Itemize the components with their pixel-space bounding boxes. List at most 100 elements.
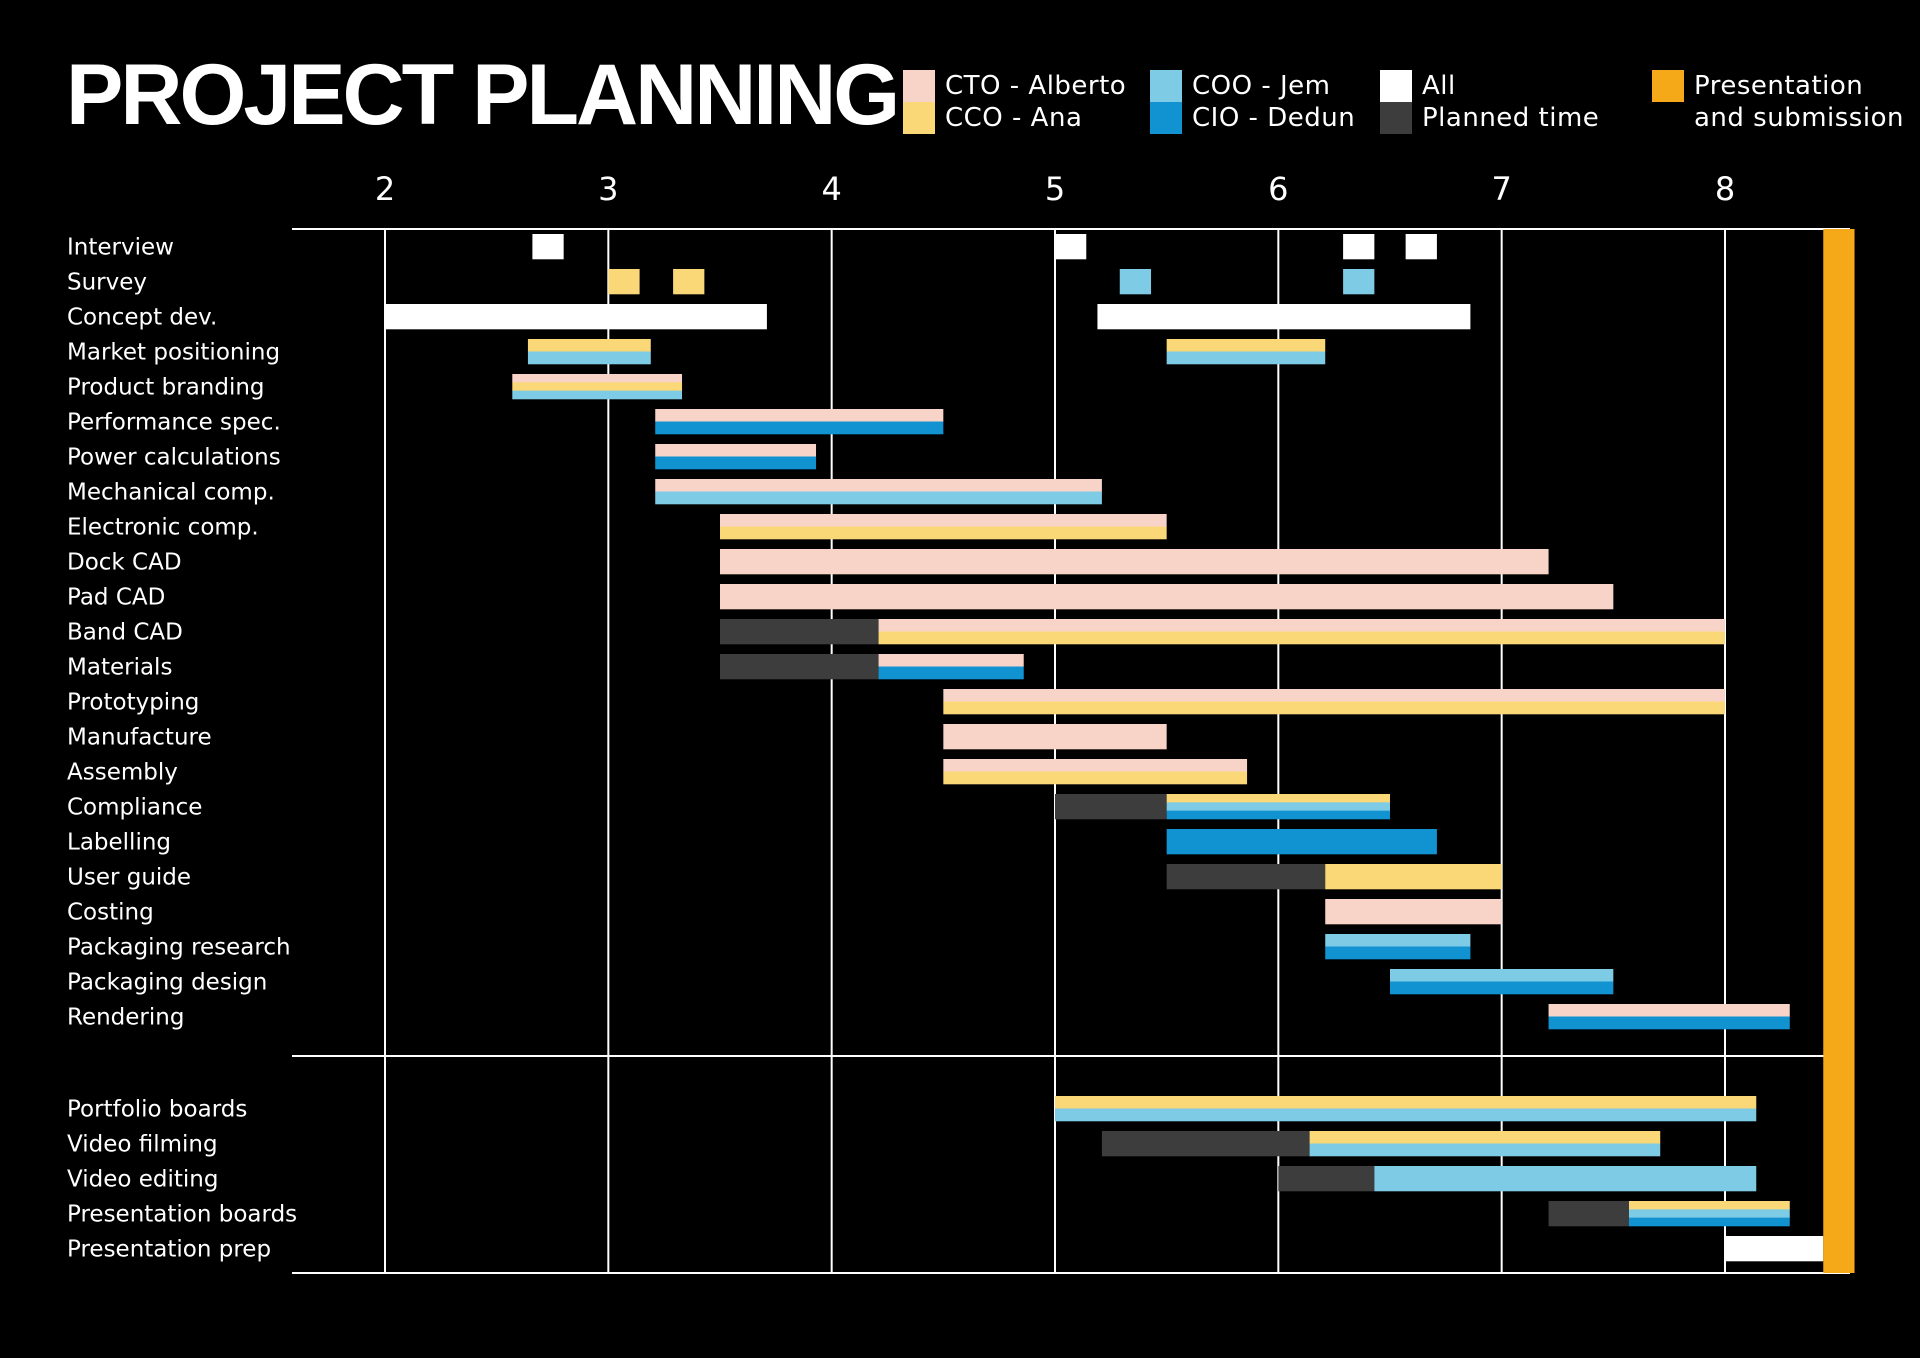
legend-item-coo: COO - Jem bbox=[1150, 70, 1331, 102]
legend-item-cio: CIO - Dedun bbox=[1150, 102, 1355, 134]
task-bar-all bbox=[1055, 234, 1087, 260]
task-bar-cto bbox=[878, 619, 1725, 632]
task-bar-cco bbox=[720, 526, 1167, 540]
task-label: Assembly bbox=[67, 760, 178, 786]
task-label: User guide bbox=[67, 865, 191, 891]
task-bar-all bbox=[532, 234, 564, 260]
legend-label-cio: CIO - Dedun bbox=[1192, 103, 1356, 133]
task-label: Market positioning bbox=[67, 340, 280, 366]
task-bar-coo bbox=[1166, 802, 1390, 811]
task-bar-cio bbox=[1548, 1016, 1790, 1030]
task-bar-cio bbox=[655, 421, 944, 435]
task-bar-cco bbox=[527, 339, 651, 352]
legend-label-cco: CCO - Ana bbox=[945, 103, 1083, 133]
task-bar-all bbox=[1343, 234, 1375, 260]
legend-item-planned: Planned time bbox=[1380, 102, 1599, 134]
task-bar-coo bbox=[655, 491, 1102, 505]
task-bar-coo bbox=[1309, 1143, 1661, 1157]
task-bar-cto bbox=[720, 514, 1167, 527]
task-label: Product branding bbox=[67, 375, 265, 401]
task-bar-all bbox=[1725, 1236, 1824, 1262]
task-label: Video editing bbox=[67, 1167, 218, 1193]
task-bar-cco bbox=[1166, 794, 1390, 803]
task-bar-planned bbox=[1101, 1131, 1310, 1157]
legend-label-presentation: Presentation and submission bbox=[1694, 71, 1904, 133]
legend-item-all: All bbox=[1380, 70, 1456, 102]
task-bar-planned bbox=[1166, 864, 1326, 890]
x-tick-label: 3 bbox=[598, 170, 618, 208]
task-label: Pad CAD bbox=[67, 585, 165, 611]
x-tick-label: 8 bbox=[1715, 170, 1735, 208]
task-bar-cco bbox=[608, 269, 640, 295]
task-bar-cco bbox=[512, 382, 683, 391]
legend-item-cto: CTO - Alberto bbox=[903, 70, 1126, 102]
task-bar-all bbox=[1097, 304, 1471, 330]
task-label: Interview bbox=[67, 235, 174, 261]
task-bar-coo bbox=[1166, 351, 1326, 365]
task-label: Mechanical comp. bbox=[67, 480, 275, 506]
presentation-band bbox=[1823, 229, 1855, 1273]
task-bar-cto bbox=[655, 444, 817, 457]
task-label: Materials bbox=[67, 655, 172, 681]
task-bar-cto bbox=[720, 549, 1549, 575]
legend-label-coo: COO - Jem bbox=[1192, 71, 1331, 101]
task-bar-coo bbox=[527, 351, 651, 365]
task-bar-cto bbox=[943, 759, 1248, 772]
task-bar-cto bbox=[1548, 1004, 1790, 1017]
task-bar-coo bbox=[1119, 269, 1152, 295]
task-label: Packaging design bbox=[67, 970, 267, 996]
task-label: Survey bbox=[67, 270, 147, 296]
task-label: Portfolio boards bbox=[67, 1097, 247, 1123]
task-bar-cco bbox=[943, 701, 1725, 715]
task-bar-cio bbox=[1628, 1217, 1790, 1227]
task-bar-cto bbox=[655, 409, 944, 422]
task-label: Presentation prep bbox=[67, 1237, 271, 1263]
x-tick-label: 7 bbox=[1491, 170, 1511, 208]
legend: CTO - Alberto CCO - Ana COO - Jem CIO - … bbox=[0, 0, 1920, 150]
task-label: Performance spec. bbox=[67, 410, 281, 436]
task-bar-planned bbox=[1548, 1201, 1629, 1227]
task-bar-planned bbox=[720, 619, 879, 645]
task-bar-cto bbox=[878, 654, 1024, 667]
task-label: Compliance bbox=[67, 795, 202, 821]
task-label: Rendering bbox=[67, 1005, 184, 1031]
legend-item-cco: CCO - Ana bbox=[903, 102, 1082, 134]
legend-swatch-planned bbox=[1380, 102, 1412, 134]
task-bar-cco bbox=[878, 631, 1725, 645]
task-bar-cio bbox=[1325, 946, 1471, 960]
page-title: PROJECT PLANNING bbox=[66, 47, 900, 143]
x-tick-label: 4 bbox=[821, 170, 841, 208]
task-bar-cto bbox=[943, 724, 1167, 750]
task-bar-cto bbox=[1325, 899, 1502, 925]
task-bar-coo bbox=[1325, 934, 1471, 947]
task-label: Power calculations bbox=[67, 445, 281, 471]
legend-item-presentation: Presentation and submission bbox=[1652, 70, 1904, 134]
task-label: Concept dev. bbox=[67, 305, 217, 331]
task-label: Manufacture bbox=[67, 725, 212, 751]
task-bar-coo bbox=[1390, 969, 1614, 982]
task-label: Packaging research bbox=[67, 935, 291, 961]
task-label: Prototyping bbox=[67, 690, 199, 716]
task-label: Video filming bbox=[67, 1132, 218, 1158]
task-bar-cco bbox=[1166, 339, 1326, 352]
task-bar-planned bbox=[1278, 1166, 1375, 1192]
legend-label-planned: Planned time bbox=[1422, 103, 1600, 133]
task-bar-cco bbox=[943, 771, 1248, 785]
task-bar-cto bbox=[655, 479, 1102, 492]
legend-swatch-coo bbox=[1150, 70, 1182, 102]
task-bar-coo bbox=[1055, 1108, 1757, 1122]
task-label: Band CAD bbox=[67, 620, 183, 646]
task-bar-cio bbox=[655, 456, 817, 470]
task-bar-cio bbox=[878, 666, 1024, 680]
task-bar-coo bbox=[512, 390, 683, 400]
legend-swatch-all bbox=[1380, 70, 1412, 102]
task-bar-cto bbox=[512, 374, 683, 383]
task-bar-cco bbox=[1309, 1131, 1661, 1144]
task-bar-cco bbox=[1628, 1201, 1790, 1210]
task-bar-cco bbox=[673, 269, 705, 295]
legend-swatch-cto bbox=[903, 70, 935, 102]
task-bar-planned bbox=[1055, 794, 1167, 820]
task-label: Presentation boards bbox=[67, 1202, 297, 1228]
task-bar-cio bbox=[1390, 981, 1614, 995]
